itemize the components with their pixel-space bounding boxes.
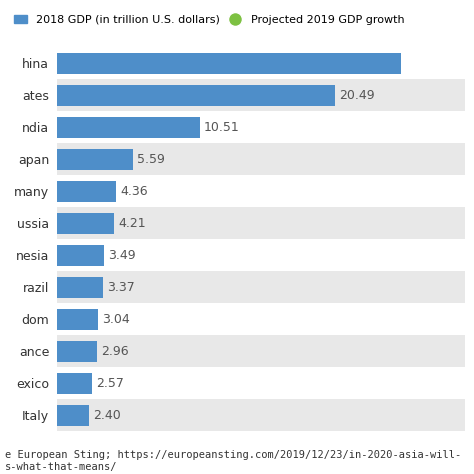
Legend: 2018 GDP (in trillion U.S. dollars), Projected 2019 GDP growth: 2018 GDP (in trillion U.S. dollars), Pro… [14, 15, 404, 25]
Bar [0, 367, 474, 399]
Bar [0, 143, 474, 175]
Bar [0, 111, 474, 143]
Bar [0, 239, 474, 271]
Bar [0, 336, 474, 367]
Bar [0, 175, 474, 208]
Bar [57, 181, 116, 202]
Bar [0, 79, 474, 111]
Text: 2.40: 2.40 [93, 409, 121, 422]
Bar [57, 53, 401, 74]
Text: 4.21: 4.21 [118, 217, 146, 230]
Bar [57, 277, 103, 298]
Bar [57, 373, 92, 394]
Text: 3.49: 3.49 [109, 249, 136, 262]
Text: 20.49: 20.49 [339, 89, 375, 102]
Bar [57, 117, 200, 138]
Text: 2.96: 2.96 [101, 345, 129, 358]
Bar [0, 399, 474, 431]
Bar [0, 303, 474, 336]
Bar [0, 208, 474, 239]
Bar [0, 271, 474, 303]
Text: 4.36: 4.36 [120, 185, 148, 198]
Text: e European Sting; https://europeansting.com/2019/12/23/in-2020-asia-will-
s-what: e European Sting; https://europeansting.… [5, 450, 461, 472]
Bar [57, 341, 97, 362]
Text: 3.37: 3.37 [107, 281, 135, 294]
Bar [57, 309, 98, 330]
Bar [57, 85, 335, 106]
Bar [57, 245, 104, 266]
Bar [57, 405, 90, 426]
Bar [0, 47, 474, 79]
Text: 2.57: 2.57 [96, 377, 124, 390]
Bar [57, 149, 133, 170]
Bar [57, 213, 114, 234]
Text: 10.51: 10.51 [204, 121, 239, 134]
Text: 3.04: 3.04 [102, 313, 130, 326]
Text: 5.59: 5.59 [137, 153, 165, 166]
